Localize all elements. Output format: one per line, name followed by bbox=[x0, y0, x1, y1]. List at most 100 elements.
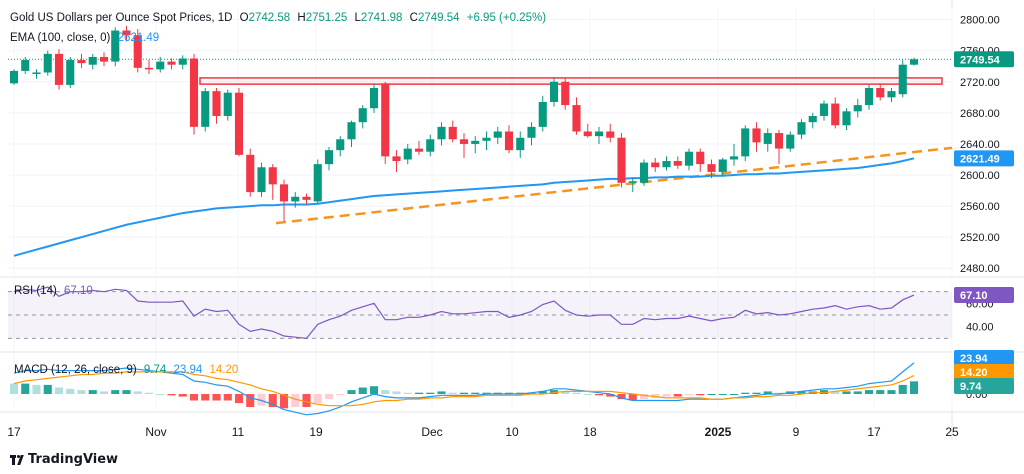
macd-histogram-bar bbox=[32, 384, 41, 394]
candle-body bbox=[752, 128, 761, 143]
macd-histogram-bar bbox=[617, 394, 626, 400]
candle-body bbox=[403, 148, 412, 160]
macd-signal-line bbox=[13, 371, 915, 407]
candle-body bbox=[392, 156, 401, 162]
high-value: 2751.25 bbox=[305, 12, 348, 24]
ema-value: 2621.49 bbox=[117, 32, 160, 44]
macd-histogram-bar bbox=[594, 394, 604, 396]
macd-histogram-bar bbox=[77, 390, 86, 394]
macd-histogram-bar bbox=[156, 394, 165, 395]
macd-histogram-bar bbox=[212, 394, 221, 401]
candle-body bbox=[673, 161, 682, 166]
macd-histogram-bar bbox=[437, 391, 446, 394]
time-tick-label: 11 bbox=[232, 425, 245, 439]
macd-histogram-bar bbox=[639, 394, 649, 400]
macd-histogram-bar bbox=[898, 384, 907, 394]
symbol-title[interactable]: Gold US Dollars per Ounce Spot Prices, 1… bbox=[10, 12, 233, 24]
macd-histogram-bar bbox=[268, 394, 277, 407]
candle-body bbox=[741, 128, 750, 157]
candle-body bbox=[549, 81, 559, 102]
macd-histogram-bar bbox=[358, 387, 367, 394]
brand-name: TradingView bbox=[28, 452, 119, 467]
macd-histogram-bar bbox=[257, 394, 266, 406]
macd-histogram-bar bbox=[831, 391, 840, 394]
candle-body bbox=[111, 30, 120, 62]
candle-body bbox=[493, 131, 502, 138]
candle-body bbox=[167, 61, 176, 65]
candle-body bbox=[291, 196, 300, 202]
candle-body bbox=[257, 167, 266, 193]
candle-body bbox=[77, 60, 86, 64]
tradingview-logo[interactable]: TradingView bbox=[10, 452, 118, 467]
candle-body bbox=[639, 162, 649, 183]
macd-histogram-bar bbox=[527, 392, 536, 394]
macd-histogram-bar bbox=[414, 392, 424, 394]
macd-histogram-bar bbox=[392, 391, 401, 394]
macd-histogram-bar bbox=[853, 391, 862, 394]
candle-body bbox=[808, 115, 817, 123]
price-tick-label: 2560.00 bbox=[960, 201, 1000, 213]
macd-histogram-bar bbox=[178, 394, 187, 397]
macd-signal-value: 14.20 bbox=[209, 364, 239, 376]
macd-histogram-bar bbox=[606, 394, 615, 397]
candle-body bbox=[797, 122, 806, 135]
close-value: 2749.54 bbox=[417, 12, 460, 24]
macd-histogram-bar bbox=[876, 390, 885, 394]
candle-body bbox=[651, 162, 660, 168]
candle-body bbox=[9, 70, 19, 84]
candle-body bbox=[279, 184, 289, 202]
macd-histogram-bar bbox=[201, 394, 210, 401]
price-tick-label: 2680.00 bbox=[960, 108, 1000, 120]
candle-body bbox=[696, 151, 705, 165]
rsi-label: RSI (14) bbox=[14, 285, 57, 297]
time-tick-label: 2025 bbox=[705, 425, 732, 439]
macd-histogram-bar bbox=[459, 392, 469, 394]
candle-body bbox=[369, 88, 379, 109]
ema-label: EMA (100, close, 0) bbox=[10, 32, 111, 44]
ema-price-badge-bg bbox=[954, 150, 1014, 167]
candle-body bbox=[381, 83, 390, 157]
candle-body bbox=[414, 148, 424, 152]
macd-histogram-bar bbox=[122, 390, 131, 394]
time-tick-label: 19 bbox=[309, 425, 323, 439]
rsi-legend[interactable]: RSI (14) 67.10 bbox=[14, 284, 97, 298]
candle-body bbox=[133, 35, 142, 68]
macd-hist-badge: 9.74 bbox=[960, 381, 982, 393]
macd-histogram-bar bbox=[99, 391, 109, 394]
macd-legend[interactable]: MACD (12, 26, close, 9) 9.74 23.94 14.20 bbox=[14, 363, 242, 377]
macd-label: MACD (12, 26, close, 9) bbox=[14, 364, 137, 376]
time-tick-label: 18 bbox=[583, 425, 597, 439]
candle-body bbox=[246, 154, 255, 193]
ema-line bbox=[13, 157, 915, 257]
macd-histogram-bar bbox=[887, 390, 896, 394]
macd-histogram-bar bbox=[516, 392, 525, 394]
candle-body bbox=[763, 133, 772, 144]
candle-body bbox=[212, 91, 221, 116]
time-tick-label: 10 bbox=[505, 425, 519, 439]
macd-histogram-bar bbox=[583, 394, 592, 395]
candle-body bbox=[88, 56, 97, 65]
macd-histogram-bar bbox=[324, 394, 334, 400]
tradingview-icon bbox=[10, 454, 24, 465]
macd-histogram-bar bbox=[819, 390, 829, 394]
macd-histogram-bar bbox=[864, 390, 874, 394]
candle-body bbox=[538, 101, 547, 127]
change-value: +6.95 (+0.25%) bbox=[466, 12, 547, 24]
macd-histogram-bar bbox=[651, 394, 660, 398]
last-price-badge-bg bbox=[954, 51, 1014, 68]
candle-body bbox=[561, 81, 570, 106]
candle-body bbox=[482, 137, 491, 141]
candle-body bbox=[54, 53, 64, 85]
candle-body bbox=[516, 137, 525, 151]
macd-histogram-bar bbox=[662, 394, 671, 397]
main-legend: Gold US Dollars per Ounce Spot Prices, 1… bbox=[10, 11, 550, 25]
macd-histogram-bar bbox=[88, 390, 97, 394]
macd-histogram-bar bbox=[369, 386, 379, 394]
candle-body bbox=[347, 122, 356, 140]
macd-histogram-bar bbox=[291, 394, 300, 407]
candle-body bbox=[819, 103, 829, 116]
price-tick-label: 2520.00 bbox=[960, 232, 1000, 244]
ema-legend[interactable]: EMA (100, close, 0) 2621.49 bbox=[10, 31, 163, 45]
candle-body bbox=[583, 131, 592, 137]
